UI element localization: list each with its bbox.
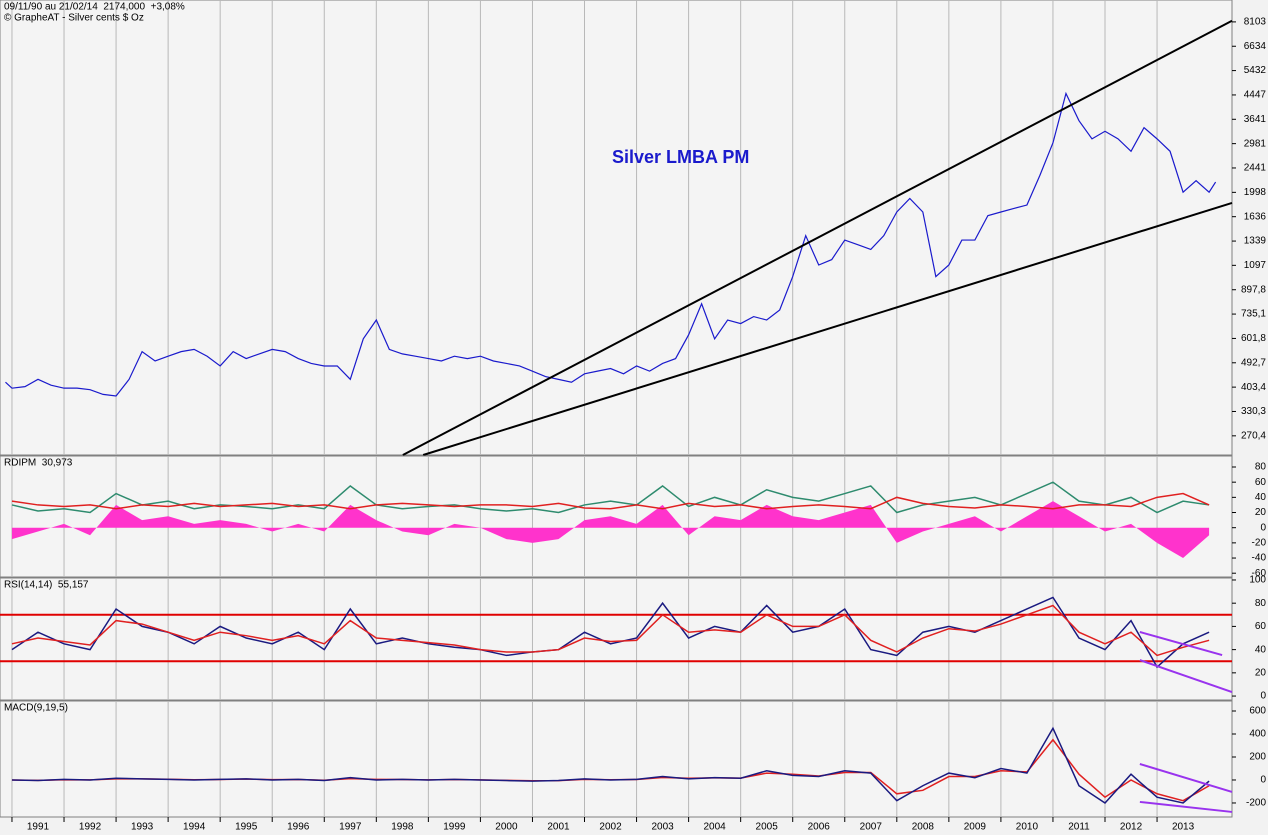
y-tick-label: 601,8 <box>1241 333 1266 344</box>
x-tick-label: 2001 <box>547 822 570 833</box>
x-tick-label: 2004 <box>704 822 727 833</box>
panel-title: MACD(9,19,5) <box>4 703 68 714</box>
y-tick-label: 0 <box>1260 775 1266 786</box>
y-tick-label: 2441 <box>1244 163 1267 174</box>
x-tick-label: 1997 <box>339 822 362 833</box>
trendline <box>1139 763 1233 793</box>
y-tick-label: 1998 <box>1244 187 1267 198</box>
y-tick-label: 5432 <box>1244 65 1267 76</box>
panel-title: 09/11/90 au 21/02/14 2174,000 +3,08% <box>4 2 185 13</box>
x-tick-label: 2010 <box>1016 822 1039 833</box>
y-tick-label: 400 <box>1249 729 1266 740</box>
x-tick-label: 1995 <box>235 822 258 833</box>
y-tick-label: 0 <box>1260 691 1266 702</box>
x-tick-label: 2007 <box>860 822 883 833</box>
panel-subtitle: © GrapheAT - Silver cents $ Oz <box>4 13 144 24</box>
x-tick-label: 1991 <box>27 822 50 833</box>
y-tick-label: 1339 <box>1244 236 1267 247</box>
y-tick-label: 1636 <box>1244 211 1267 222</box>
y-tick-label: 3641 <box>1244 114 1267 125</box>
y-tick-label: 60 <box>1255 621 1267 632</box>
panel <box>0 577 1233 701</box>
x-tick-label: 1994 <box>183 822 206 833</box>
y-tick-label: -20 <box>1252 538 1267 549</box>
y-tick-label: 1097 <box>1244 260 1267 271</box>
trendline <box>422 201 1233 456</box>
x-tick-label: 2013 <box>1172 822 1195 833</box>
panel <box>0 0 1233 456</box>
y-tick-label: 40 <box>1255 644 1267 655</box>
x-tick-label: 2003 <box>651 822 674 833</box>
y-tick-label: -40 <box>1252 553 1267 564</box>
y-tick-label: 80 <box>1255 598 1267 609</box>
y-tick-label: 2981 <box>1244 138 1267 149</box>
panel-title: RSI(14,14) 55,157 <box>4 580 89 591</box>
series-line <box>11 481 1210 514</box>
y-tick-label: 4447 <box>1244 90 1267 101</box>
x-tick-label: 1998 <box>391 822 414 833</box>
x-tick-label: 2006 <box>808 822 831 833</box>
y-tick-label: 6634 <box>1244 41 1267 52</box>
series-line <box>11 492 1210 510</box>
y-tick-label: 0 <box>1260 522 1266 533</box>
y-tick-label: 40 <box>1255 492 1267 503</box>
y-tick-label: 897,8 <box>1241 284 1266 295</box>
y-tick-label: 270,4 <box>1241 430 1266 441</box>
y-tick-label: 60 <box>1255 477 1267 488</box>
x-tick-label: 2009 <box>964 822 987 833</box>
y-tick-label: 80 <box>1255 462 1267 473</box>
y-tick-label: 20 <box>1255 667 1267 678</box>
x-tick-label: 2002 <box>599 822 622 833</box>
y-tick-label: 403,4 <box>1241 382 1266 393</box>
y-tick-label: 8103 <box>1244 17 1267 28</box>
trendline <box>402 19 1233 456</box>
y-tick-label: 492,7 <box>1241 357 1266 368</box>
x-tick-label: 2011 <box>1068 822 1090 833</box>
y-tick-label: -200 <box>1246 798 1266 809</box>
series-line <box>11 604 1210 657</box>
panel <box>0 700 1233 818</box>
trendline <box>1139 631 1223 657</box>
x-tick-label: 1999 <box>443 822 466 833</box>
y-tick-label: 100 <box>1249 575 1266 586</box>
y-tick-label: 200 <box>1249 752 1266 763</box>
y-tick-label: 330,3 <box>1241 406 1266 417</box>
y-tick-label: 600 <box>1249 706 1266 717</box>
y-tick-label: 735,1 <box>1241 309 1266 320</box>
annotation: Silver LMBA PM <box>612 147 749 167</box>
x-tick-label: 2000 <box>495 822 518 833</box>
panel-title: RDIPM 30,973 <box>4 458 73 469</box>
x-tick-label: 2008 <box>912 822 935 833</box>
x-tick-label: 1992 <box>79 822 102 833</box>
series-line <box>5 91 1217 397</box>
y-tick-label: -60 <box>1252 568 1267 579</box>
x-tick-label: 2005 <box>756 822 779 833</box>
x-tick-label: 1993 <box>131 822 154 833</box>
y-tick-label: 20 <box>1255 507 1267 518</box>
series-line <box>11 596 1210 669</box>
trendline <box>1139 659 1233 694</box>
trendline <box>1139 800 1233 813</box>
x-tick-label: 1996 <box>287 822 310 833</box>
x-tick-label: 2012 <box>1120 822 1143 833</box>
series-line <box>11 726 1210 804</box>
